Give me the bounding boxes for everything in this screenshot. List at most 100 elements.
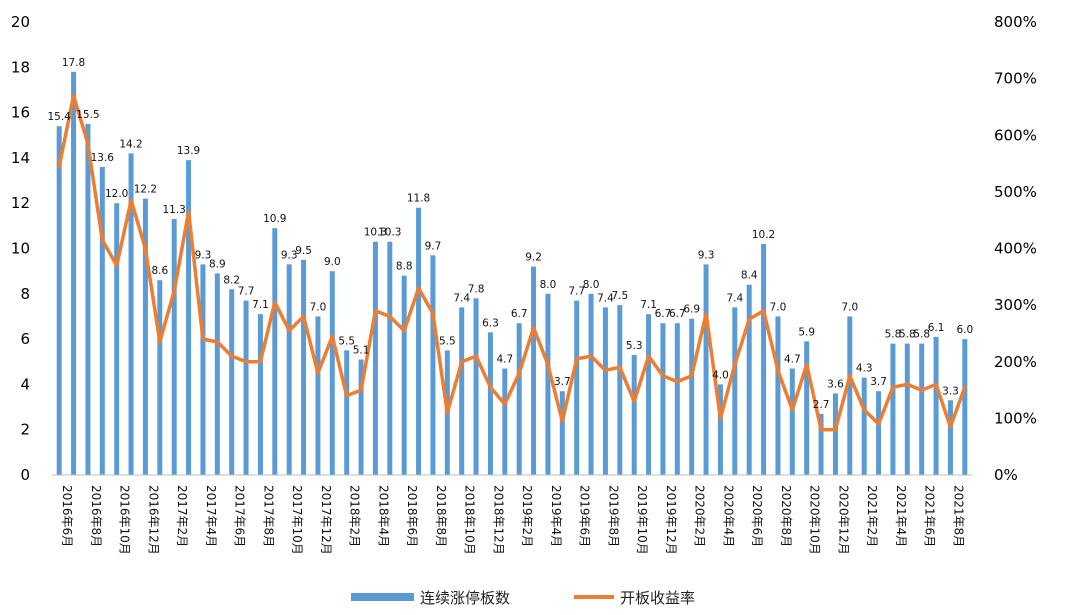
bar — [272, 228, 278, 475]
x-tick-label: 2020年8月 — [779, 485, 793, 547]
bar — [804, 341, 810, 475]
bar-value-label: 7.0 — [310, 301, 327, 313]
left-tick-label: 10 — [11, 240, 30, 258]
bar-value-label: 9.5 — [295, 245, 312, 257]
bar — [761, 243, 767, 475]
bar — [732, 307, 738, 475]
bar-value-label: 7.8 — [468, 283, 485, 295]
x-tick-label: 2021年4月 — [894, 485, 908, 547]
right-tick-label: 200% — [994, 353, 1037, 371]
line-point — [460, 360, 463, 363]
line-point — [762, 309, 765, 312]
line-point — [964, 386, 966, 389]
bar-value-label: 7.4 — [453, 292, 470, 304]
x-tick-label: 2021年8月 — [951, 485, 965, 547]
line-point — [920, 389, 923, 391]
line-point — [777, 369, 779, 372]
left-tick-label: 4 — [20, 375, 30, 393]
x-tick-label: 2016年10月 — [118, 485, 132, 555]
bar — [789, 368, 795, 475]
x-tick-label: 2018年12月 — [491, 485, 505, 555]
bar-value-label: 6.7 — [655, 308, 672, 320]
line-series-开板收益率 — [57, 93, 967, 432]
x-tick-label: 2020年12月 — [836, 485, 850, 555]
bar — [617, 305, 623, 475]
line-point — [87, 142, 89, 145]
x-tick-label: 2017年4月 — [204, 485, 218, 547]
bar-value-label: 7.4 — [726, 292, 743, 304]
line-point — [532, 326, 535, 329]
x-tick-label: 2018年10月 — [463, 485, 477, 555]
bar-value-label: 13.9 — [177, 145, 200, 157]
bar-value-label: 7.4 — [597, 292, 614, 304]
bar — [387, 241, 393, 475]
right-tick-label: 500% — [994, 183, 1037, 201]
bar-value-label: 15.5 — [76, 109, 99, 121]
bar-value-label: 9.7 — [425, 240, 442, 252]
bar — [473, 298, 479, 475]
line-point — [259, 360, 262, 363]
bar-value-label: 5.8 — [885, 329, 902, 341]
x-tick-label: 2019年12月 — [664, 485, 678, 555]
line-point — [820, 428, 822, 431]
line-path — [57, 93, 967, 432]
line-point — [446, 411, 449, 414]
legend-line-label: 开板收益率 — [620, 589, 695, 607]
bar-value-label: 4.7 — [784, 354, 801, 366]
left-tick-label: 12 — [11, 194, 30, 212]
bar — [890, 343, 896, 475]
x-tick-label: 2019年6月 — [578, 485, 592, 547]
left-tick-label: 8 — [20, 285, 30, 303]
right-tick-label: 100% — [994, 409, 1037, 427]
x-tick-label: 2019年8月 — [606, 485, 620, 547]
bar-value-label: 3.3 — [942, 385, 959, 397]
line-point — [345, 394, 348, 397]
x-tick-label: 2020年4月 — [721, 485, 735, 547]
bar — [832, 393, 838, 475]
bar-value-label: 6.7 — [669, 308, 686, 320]
x-tick-label: 2018年4月 — [376, 485, 390, 547]
bar — [329, 271, 335, 475]
line-point — [575, 358, 578, 360]
bar — [171, 219, 177, 475]
bar-value-label: 9.2 — [525, 252, 542, 264]
x-tick-label: 2017年10月 — [290, 485, 304, 555]
x-tick-label: 2016年8月 — [89, 485, 103, 547]
x-tick-label: 2016年6月 — [60, 485, 74, 547]
bar — [85, 123, 91, 476]
bar-value-label: 5.1 — [353, 344, 370, 356]
bar-value-label: 17.8 — [62, 57, 85, 69]
line-point — [633, 400, 635, 403]
x-tick-label: 2017年2月 — [175, 485, 189, 547]
bar-value-label: 8.6 — [151, 265, 168, 277]
bar-value-label: 10.3 — [378, 227, 401, 239]
line-point — [719, 417, 722, 420]
bar-value-label: 6.0 — [956, 324, 973, 336]
line-point — [590, 355, 592, 357]
bar — [416, 207, 422, 476]
bar-value-label: 5.8 — [899, 329, 916, 341]
line-point — [216, 341, 219, 343]
line-point — [331, 335, 334, 338]
line-point — [547, 363, 549, 366]
bar-value-label: 14.2 — [119, 138, 142, 150]
bar-value-label: 5.9 — [798, 326, 815, 338]
bar — [71, 71, 77, 475]
bar — [315, 316, 321, 475]
bar — [516, 323, 522, 475]
bar — [746, 284, 752, 475]
right-tick-label: 400% — [994, 240, 1037, 258]
line-point — [892, 386, 894, 389]
x-tick-label: 2018年6月 — [405, 485, 419, 547]
legend: 连续涨停板数 开板收益率 — [351, 589, 695, 607]
bar — [904, 343, 910, 475]
bar-value-label: 10.3 — [364, 227, 387, 239]
bar-value-label: 8.2 — [223, 274, 240, 286]
bar — [660, 323, 666, 475]
line-point — [101, 239, 104, 241]
bar — [962, 339, 968, 475]
bar — [933, 336, 939, 475]
bar-value-label: 12.0 — [105, 188, 128, 200]
left-axis-ticks: 0 2 4 6 8 10 12 14 16 18 20 — [11, 13, 30, 484]
